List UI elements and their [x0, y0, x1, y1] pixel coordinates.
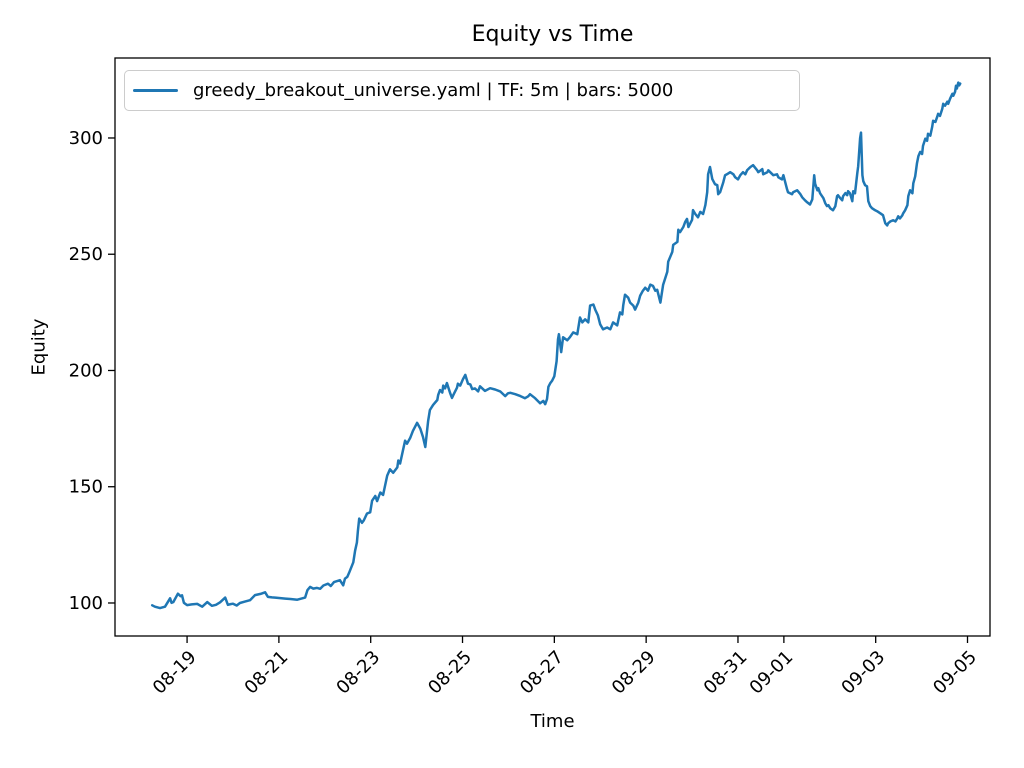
x-tick-label: 09-03: [837, 647, 889, 699]
x-tick-label: 08-23: [332, 647, 384, 699]
chart-title: Equity vs Time: [471, 22, 634, 47]
legend-line-swatch: [133, 89, 178, 92]
x-tick-label: 08-27: [516, 647, 568, 699]
legend-label: greedy_breakout_universe.yaml | TF: 5m |…: [193, 80, 674, 101]
x-tick-label: 09-01: [746, 647, 798, 699]
y-axis-label: Equity: [28, 318, 50, 376]
y-tick-label: 200: [69, 360, 103, 381]
y-tick-label: 250: [69, 244, 103, 265]
x-tick-label: 08-25: [424, 647, 476, 699]
y-tick-label: 150: [69, 477, 103, 498]
x-tick-label: 08-29: [608, 647, 660, 699]
x-tick-label: 09-05: [929, 647, 981, 699]
x-axis-label: Time: [530, 711, 575, 732]
x-tick-label: 08-19: [149, 647, 201, 699]
axes-spines: [114, 57, 991, 637]
equity-line: [150, 81, 962, 610]
y-tick-label: 300: [69, 128, 103, 149]
x-tick-label: 08-31: [700, 647, 752, 699]
x-tick-label: 08-21: [241, 647, 293, 699]
y-tick-label: 100: [69, 593, 103, 614]
legend: greedy_breakout_universe.yaml | TF: 5m |…: [124, 70, 800, 111]
